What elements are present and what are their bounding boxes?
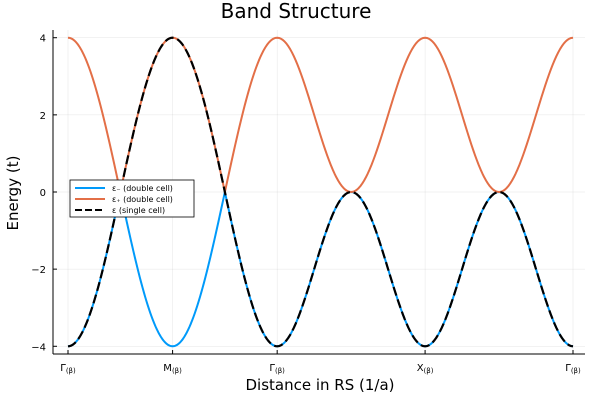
y-axis-title: Energy (t) xyxy=(4,156,22,231)
chart-title: Band Structure xyxy=(221,0,372,23)
x-tick-label: Γ(β) xyxy=(60,363,76,375)
x-axis-title: Distance in RS (1/a) xyxy=(245,376,394,394)
y-tick-label: 4 xyxy=(40,34,46,45)
x-tick-label: Γ(β) xyxy=(269,363,285,375)
ticks: −4 −2 0 2 4 Γ(β) M(β) Γ(β) X(β) Γ(β) xyxy=(31,34,581,375)
legend-label-minus: ε₋ (double cell) xyxy=(112,184,173,193)
x-tick-label: M(β) xyxy=(163,363,182,375)
series-lines xyxy=(67,36,574,348)
series-line-single xyxy=(67,36,574,348)
y-tick-label: −4 xyxy=(31,342,46,353)
series-line-plus xyxy=(67,36,574,193)
x-tick-label: X(β) xyxy=(417,363,434,375)
x-tick-label: Γ(β) xyxy=(565,363,581,375)
y-tick-label: 2 xyxy=(40,111,46,122)
y-tick-label: 0 xyxy=(40,188,46,199)
legend-label-plus: ε₊ (double cell) xyxy=(112,195,173,204)
y-tick-label: −2 xyxy=(31,265,46,276)
legend: ε₋ (double cell) ε₊ (double cell) ε (singl… xyxy=(69,179,195,218)
legend-label-single: ε (single cell) xyxy=(112,206,165,215)
